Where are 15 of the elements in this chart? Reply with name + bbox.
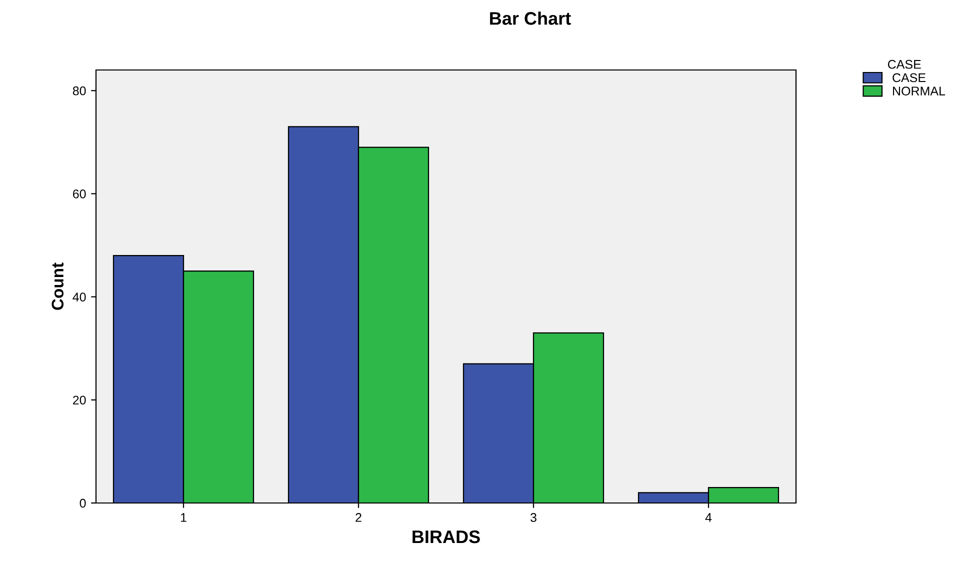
chart-title: Bar Chart	[490, 12, 571, 25]
y-tick-label: 60	[73, 190, 86, 198]
legend-title: CASE	[888, 60, 921, 69]
x-tick-label: 2	[356, 513, 362, 522]
legend-label: NORMAL	[893, 86, 946, 96]
y-tick-label: 40	[72, 292, 86, 302]
x-axis-title: BIRADS	[412, 530, 480, 544]
x-tick-label: 1	[180, 513, 186, 522]
y-tick-label: 0	[80, 498, 86, 508]
x-tick-label: 3	[530, 513, 536, 522]
legend-label: CASE	[892, 73, 926, 82]
y-tick-label: 80	[72, 86, 86, 96]
y-axis-title: Count	[52, 262, 64, 310]
y-tick-label: 20	[73, 396, 86, 405]
x-tick-label: 4	[705, 513, 712, 522]
